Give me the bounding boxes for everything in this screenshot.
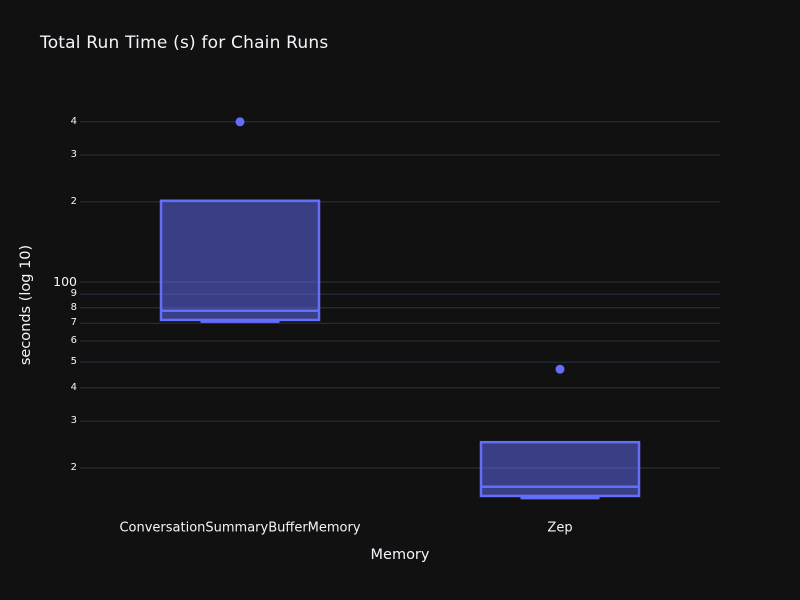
y-tick-label-60: 6	[70, 335, 77, 346]
y-tick-label-300: 3	[70, 149, 77, 160]
y-tick-label-400: 4	[70, 115, 77, 127]
y-tick-label-100: 100	[53, 273, 77, 289]
y-tick-label-90: 9	[70, 288, 77, 300]
chart-title: Total Run Time (s) for Chain Runs	[40, 33, 329, 53]
x-axis-title: Memory	[370, 547, 430, 563]
y-tick-label-20: 2	[70, 462, 77, 473]
box-conversationsummarybuffermemory[interactable]	[159, 199, 321, 322]
outlier-point-zep[interactable]	[555, 364, 565, 374]
y-tick-label-50: 5	[70, 356, 77, 368]
y-tick-label-30: 3	[70, 415, 77, 427]
outlier-point-conversationsummarybuffermemory[interactable]	[235, 117, 245, 127]
x-tick-label-zep: Zep	[547, 520, 573, 536]
y-tick-label-40: 4	[70, 381, 77, 393]
x-tick-label-conversationsummarybuffermemory: ConversationSummaryBufferMemory	[119, 520, 361, 536]
y-tick-label-70: 7	[70, 317, 77, 329]
y-tick-label-200: 2	[70, 195, 77, 207]
y-tick-label-80: 8	[70, 301, 77, 313]
